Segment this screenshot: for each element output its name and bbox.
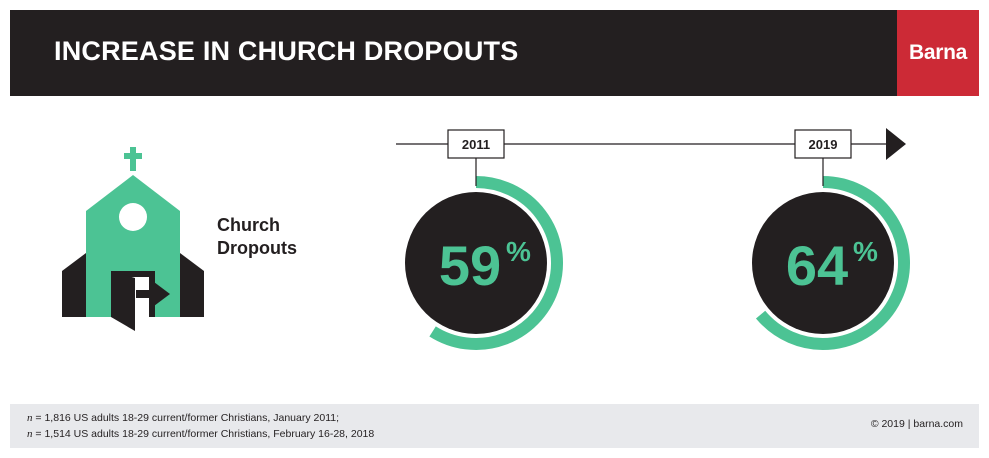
sample-note-text1: = 1,816 US adults 18-29 current/former C… <box>32 412 340 424</box>
sample-note-line2: n = 1,514 US adults 18-29 current/former… <box>27 426 374 442</box>
brand-logo: Barna <box>897 10 979 96</box>
series-label-line1: Church <box>217 215 280 235</box>
church-icon <box>62 147 204 331</box>
unit-label-2019: % <box>853 236 878 267</box>
sample-note-text2: = 1,514 US adults 18-29 current/former C… <box>32 428 375 440</box>
value-circle-2019 <box>752 192 894 334</box>
series-label: Church Dropouts <box>217 214 297 260</box>
year-label-2011: 2011 <box>462 137 490 152</box>
copyright: © 2019 | barna.com <box>870 418 963 430</box>
n-symbol: n <box>27 428 33 440</box>
header-banner: INCREASE IN CHURCH DROPOUTS Barna <box>10 10 979 96</box>
exit-door-icon <box>136 282 170 306</box>
sample-note: n = 1,816 US adults 18-29 current/former… <box>27 410 374 442</box>
progress-arc-2011 <box>429 176 563 350</box>
progress-arc-2019 <box>755 176 910 350</box>
arrow-right-icon <box>886 128 906 160</box>
n-symbol: n <box>27 412 33 424</box>
value-circle-2011 <box>405 192 547 334</box>
sample-note-line1: n = 1,816 US adults 18-29 current/former… <box>27 410 374 426</box>
unit-label-2011: % <box>506 236 531 267</box>
page-title: INCREASE IN CHURCH DROPOUTS <box>54 36 519 66</box>
brand-logo-text: Barna <box>908 41 968 64</box>
footer: n = 1,816 US adults 18-29 current/former… <box>10 404 979 448</box>
series-label-line2: Dropouts <box>217 238 297 258</box>
year-label-2019: 2019 <box>809 137 838 152</box>
value-label-2011: 59 <box>439 234 501 297</box>
year-box-2019 <box>794 129 852 159</box>
value-label-2019: 64 <box>786 234 848 297</box>
year-box-2011 <box>447 129 505 159</box>
